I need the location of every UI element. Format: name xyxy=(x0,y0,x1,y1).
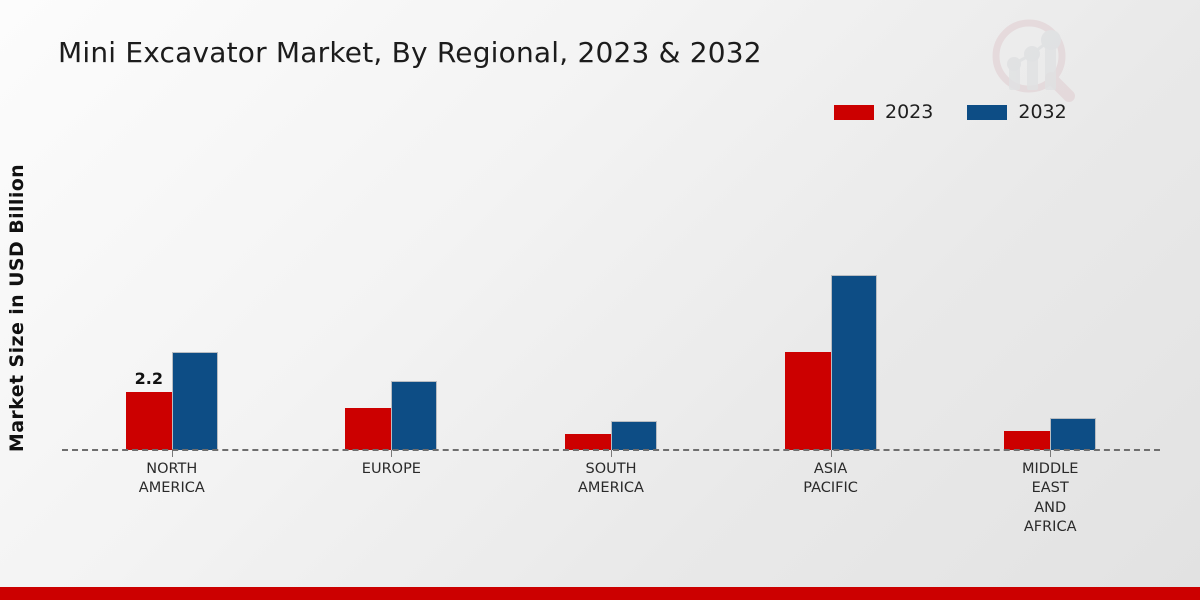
x-axis-tick xyxy=(610,450,612,457)
bar-2023-south-america[interactable] xyxy=(564,434,611,450)
chart-legend: 2023 2032 xyxy=(834,103,1067,122)
category-label-line: NORTH xyxy=(146,461,198,477)
bar-2023-north-america[interactable]: 2.2 xyxy=(125,369,172,450)
y-axis-title: Market Size in USD Billion xyxy=(0,148,34,468)
bar-pair xyxy=(940,140,1160,450)
x-axis-baseline xyxy=(62,449,1160,451)
category-label-line: EAST xyxy=(1031,480,1069,497)
category-label-line: SOUTH xyxy=(585,461,637,477)
bar-2032-europe[interactable] xyxy=(391,381,438,450)
bar-2023-middle-east-and-africa[interactable] xyxy=(1004,431,1051,450)
bar-group: ASIA PACIFIC xyxy=(721,140,941,496)
x-axis-category-label: ASIA PACIFIC xyxy=(803,460,858,499)
footer-band xyxy=(0,587,1200,600)
bar-pair: 2.2 xyxy=(62,140,282,450)
legend-label-2023: 2023 xyxy=(885,101,934,123)
x-axis-category-label: SOUTH AMERICA xyxy=(578,460,644,499)
bar-2032-middle-east-and-africa[interactable] xyxy=(1050,418,1097,450)
x-axis-tick xyxy=(1050,450,1052,457)
y-axis-title-text: Market Size in USD Billion xyxy=(6,163,29,453)
bar-value-label: 2.2 xyxy=(134,368,163,388)
bar-pair xyxy=(282,140,502,450)
bar-pair xyxy=(501,140,721,450)
category-label-line: AND xyxy=(1034,499,1067,516)
x-axis-tick xyxy=(171,450,173,457)
x-axis-tick xyxy=(391,450,393,457)
legend-swatch-red-icon xyxy=(834,105,874,120)
bar-2032-south-america[interactable] xyxy=(610,420,657,450)
category-label-line: AFRICA xyxy=(1023,518,1077,535)
category-label-line: EUROPE xyxy=(361,461,421,477)
bar-2032-asia-pacific[interactable] xyxy=(830,275,877,450)
magnifier-bar-chart-logo-icon xyxy=(985,14,1085,106)
plot-area: 2.2 NORTH AMERICA EUROPE SOUTH AMERICA ASIA PAC… xyxy=(62,140,1160,535)
page-title: Mini Excavator Market, By Regional, 2023… xyxy=(58,36,762,69)
legend-item-2032[interactable]: 2032 xyxy=(967,101,1067,123)
category-label-line: PACIFIC xyxy=(803,480,858,497)
bar-group: 2.2 NORTH AMERICA xyxy=(62,140,282,496)
bar-group: SOUTH AMERICA xyxy=(501,140,721,496)
category-label-line: AMERICA xyxy=(138,480,205,497)
x-axis-category-label: NORTH AMERICA xyxy=(139,460,205,499)
bar-2032-north-america[interactable] xyxy=(171,351,218,450)
category-label-line: MIDDLE xyxy=(1022,461,1079,477)
category-label-line: AMERICA xyxy=(577,480,644,497)
bar-pair xyxy=(721,140,941,450)
legend-label-2032: 2032 xyxy=(1018,101,1067,123)
legend-swatch-blue-icon xyxy=(967,105,1008,120)
x-axis-category-label: EUROPE xyxy=(362,460,421,479)
bar-group: MIDDLE EAST AND AFRICA xyxy=(940,140,1160,535)
bar-group: EUROPE xyxy=(282,140,502,477)
x-axis-category-label: MIDDLE EAST AND AFRICA xyxy=(1022,460,1078,537)
legend-item-2023[interactable]: 2023 xyxy=(834,103,933,122)
category-label-line: ASIA xyxy=(813,461,848,477)
bar-2023-asia-pacific[interactable] xyxy=(784,351,831,450)
x-axis-tick xyxy=(830,450,832,457)
bar-2023-europe[interactable] xyxy=(345,407,392,450)
